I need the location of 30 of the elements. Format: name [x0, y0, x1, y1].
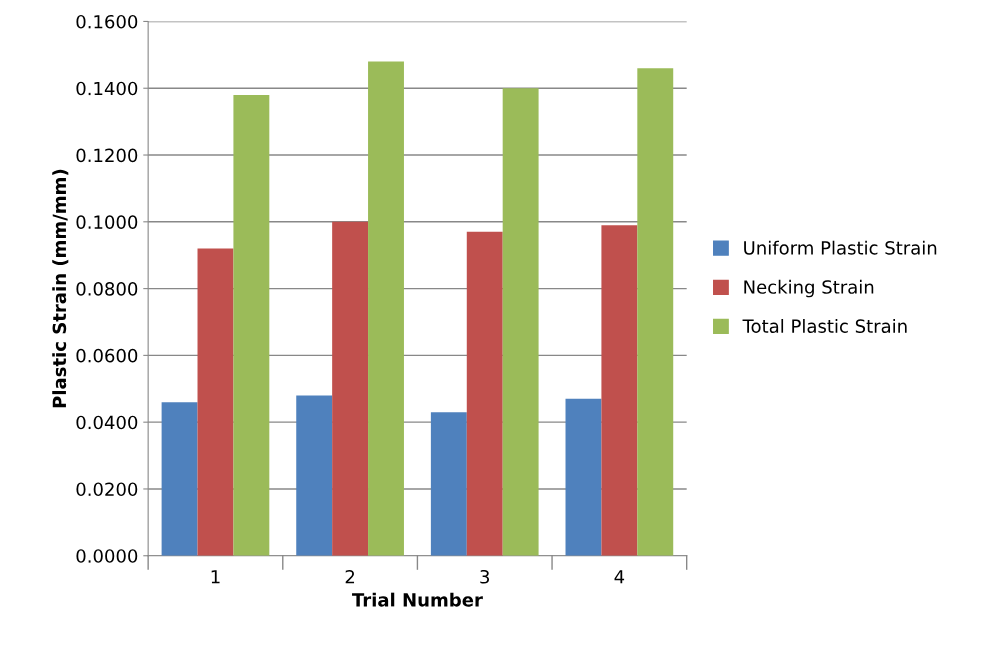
bar [368, 61, 404, 556]
bar [601, 225, 638, 556]
bar [565, 398, 602, 556]
y-tick-label: 0.1600 [76, 14, 138, 29]
legend-label: Necking Strain [744, 279, 874, 298]
bar [161, 402, 198, 556]
x-tick-label: 3 [480, 569, 490, 584]
legend-label: Total Plastic Strain [742, 319, 907, 333]
y-tick-label: 0.0000 [76, 549, 138, 563]
bar [233, 94, 270, 556]
y-tick-label: 0.0400 [76, 415, 138, 430]
bar [197, 248, 234, 556]
y-tick-label: 0.1400 [76, 81, 138, 96]
x-axis-title: Trial Number [352, 592, 483, 607]
y-tick-label: 0.1000 [76, 215, 138, 229]
y-tick-label: 0.1200 [76, 148, 138, 163]
bar [296, 395, 333, 556]
y-tick-label: 0.0600 [76, 348, 138, 363]
bar [466, 231, 503, 556]
y-tick-label: 0.0200 [76, 482, 138, 497]
legend-label: Uniform Plastic Strain [744, 240, 937, 255]
y-tick-label: 0.0800 [76, 282, 138, 296]
bar [502, 88, 539, 556]
x-tick-label: 4 [614, 570, 625, 584]
x-tick-label: 2 [345, 569, 355, 584]
bar [637, 68, 674, 556]
x-tick-label: 1 [211, 570, 220, 584]
bar [332, 221, 369, 556]
bar [430, 412, 467, 556]
y-axis-title: Plastic Strain (mm/mm) [52, 169, 69, 408]
